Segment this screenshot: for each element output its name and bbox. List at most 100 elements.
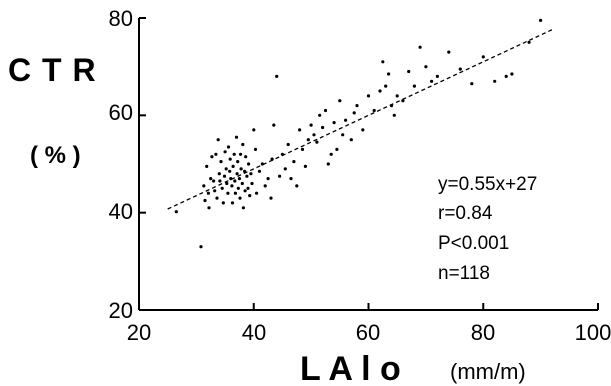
data-point (248, 194, 252, 198)
data-point (493, 79, 497, 83)
data-point (289, 177, 293, 181)
data-point (286, 142, 290, 147)
data-point (212, 179, 216, 183)
y-axis-title: C T R (8, 52, 97, 88)
data-point (270, 157, 274, 161)
data-point (215, 196, 219, 200)
data-point (226, 145, 231, 149)
data-point (318, 113, 322, 117)
data-point (321, 125, 325, 130)
data-point (458, 67, 462, 71)
data-point (338, 99, 342, 103)
data-point (332, 121, 336, 125)
data-point (401, 99, 405, 103)
x-tick-label: 60 (356, 320, 380, 345)
x-axis-unit: (mm/m) (450, 359, 526, 384)
data-point (247, 162, 251, 166)
data-point (230, 184, 234, 188)
data-point (210, 155, 214, 159)
data-point (298, 128, 302, 132)
data-point (224, 167, 228, 171)
data-point (395, 94, 399, 98)
data-point (539, 18, 543, 22)
data-point (435, 74, 439, 78)
data-point (223, 150, 227, 154)
data-point (266, 177, 270, 181)
data-point (231, 164, 235, 168)
data-point (372, 108, 376, 113)
data-point (447, 50, 451, 54)
data-point (241, 142, 245, 147)
data-point (275, 74, 279, 78)
data-point (243, 189, 247, 193)
data-point (241, 206, 245, 210)
data-point (430, 79, 434, 83)
data-point (510, 72, 514, 76)
data-point (329, 152, 333, 156)
y-tick-label: 40 (109, 199, 133, 224)
data-point (280, 152, 284, 156)
data-point (217, 172, 221, 176)
sample-size: n=118 (438, 263, 490, 284)
data-point (236, 186, 240, 190)
y-axis-unit: ( % ) (30, 142, 81, 169)
data-point (326, 162, 330, 166)
y-tick-label: 60 (109, 100, 133, 125)
data-point (232, 152, 236, 156)
x-tick-label: 80 (471, 320, 495, 345)
data-point (236, 160, 240, 164)
data-point (220, 186, 224, 190)
correlation-coefficient: r=0.84 (438, 203, 493, 224)
data-point (206, 191, 210, 195)
y-tick-label: 20 (109, 298, 133, 323)
p-value: P<0.001 (438, 233, 509, 254)
data-point (257, 169, 262, 173)
data-point (219, 160, 223, 164)
data-point (263, 184, 267, 188)
data-point (292, 160, 296, 164)
data-point (389, 104, 394, 108)
data-point (412, 84, 416, 88)
data-point (481, 55, 485, 59)
data-point (366, 94, 371, 98)
data-point (216, 138, 220, 142)
data-point (250, 181, 254, 186)
data-point (238, 196, 242, 200)
data-point (349, 138, 353, 142)
data-point (387, 72, 391, 76)
data-point (252, 128, 256, 132)
data-point (335, 147, 339, 151)
data-point (470, 82, 474, 86)
data-point (230, 201, 235, 205)
data-point (234, 135, 239, 139)
data-point (246, 186, 250, 190)
data-points (174, 18, 543, 249)
data-point (255, 191, 259, 195)
data-point (341, 133, 345, 137)
data-point (229, 177, 233, 181)
data-point (312, 133, 316, 137)
x-axis-title: L A l o (300, 350, 401, 386)
data-point (203, 198, 207, 203)
data-point (233, 179, 237, 183)
data-point (209, 177, 213, 181)
data-point (221, 201, 225, 205)
data-point (225, 181, 229, 186)
data-point (249, 172, 253, 176)
data-point (355, 104, 359, 108)
data-point (226, 191, 230, 195)
data-point (199, 245, 203, 249)
data-point (253, 147, 258, 151)
data-point (352, 111, 356, 115)
data-point (504, 74, 508, 78)
data-point (240, 181, 244, 186)
data-point (213, 189, 217, 193)
data-point (260, 162, 264, 166)
data-point (228, 169, 232, 173)
data-point (214, 152, 218, 156)
data-point (407, 69, 411, 74)
data-point (202, 184, 206, 188)
x-tick-label: 100 (575, 320, 611, 345)
data-point (323, 108, 328, 113)
